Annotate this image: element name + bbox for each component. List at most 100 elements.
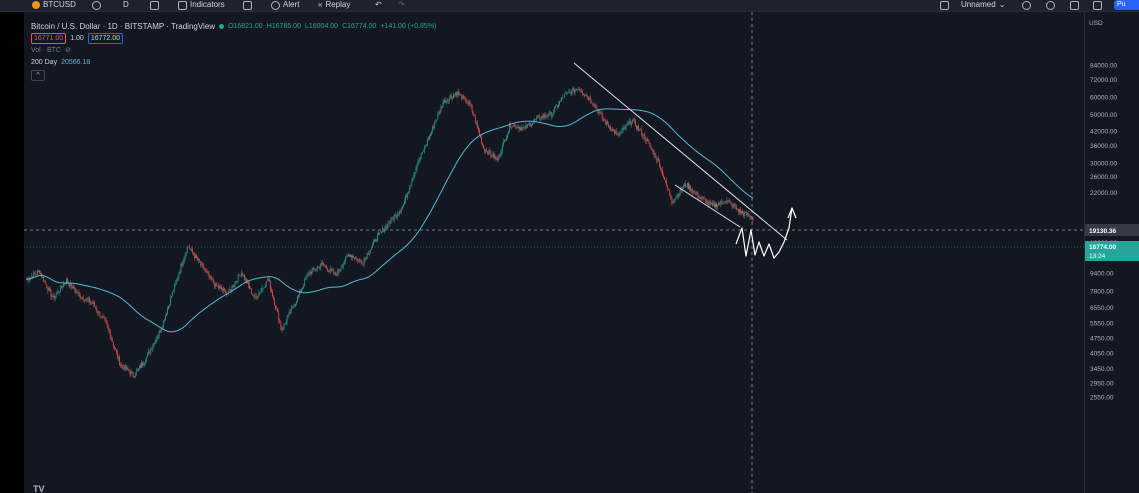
settings-button[interactable]: [1046, 0, 1055, 10]
trendline-upper[interactable]: [573, 62, 788, 241]
candle-body: [448, 97, 450, 102]
trendline-lower[interactable]: [674, 184, 741, 228]
candle-body: [362, 264, 364, 265]
candle-body: [727, 200, 729, 201]
candle-body: [298, 294, 299, 297]
candle-body: [443, 99, 445, 103]
candle-body: [458, 91, 460, 95]
search-button[interactable]: [1022, 0, 1031, 10]
compare-button[interactable]: [92, 0, 101, 10]
publish-button[interactable]: Pu: [1114, 0, 1139, 10]
candle-body: [163, 320, 165, 321]
chart-svg[interactable]: [24, 12, 1084, 493]
candle-body: [76, 290, 78, 294]
candle-body: [487, 152, 489, 155]
candle-body: [744, 212, 746, 216]
eye-off-icon[interactable]: ⊘: [64, 47, 71, 54]
candle-body: [587, 95, 588, 98]
interval-button[interactable]: D: [123, 0, 129, 10]
candle-body: [289, 312, 291, 314]
candle-body: [634, 119, 635, 121]
buy-button[interactable]: 16772.00: [87, 32, 124, 44]
chart-pane[interactable]: [24, 12, 1084, 493]
candle-body: [286, 318, 288, 323]
candle-body: [736, 209, 738, 210]
candle-body: [452, 97, 453, 98]
candle-body: [96, 308, 98, 311]
layout-button[interactable]: [940, 0, 949, 10]
candle-body: [349, 254, 350, 257]
candle-body: [473, 115, 475, 117]
price-axis[interactable]: USD 84000.00 72000.00 60000.00 50000.00 4200…: [1071, 12, 1139, 493]
candle-body: [421, 151, 423, 154]
candle-body: [631, 120, 633, 123]
candle-body: [254, 296, 256, 297]
candle-body: [275, 305, 276, 309]
candle-body: [621, 130, 623, 133]
sell-button[interactable]: 16771.00: [31, 32, 67, 44]
candle-body: [48, 287, 50, 291]
crosshair-price-tag: [1085, 224, 1139, 236]
candle-body: [142, 362, 143, 366]
candle-body: [66, 279, 67, 284]
candle-body: [729, 201, 731, 203]
candle-body: [496, 158, 498, 161]
candle-body: [460, 93, 462, 95]
ma-value: 20566.18: [61, 58, 91, 66]
chart-type-button[interactable]: [150, 0, 159, 10]
candle-body: [337, 269, 339, 276]
candle-body: [204, 269, 206, 271]
replay-button[interactable]: « Replay: [318, 0, 350, 10]
candle-body: [220, 286, 221, 288]
candle-body: [381, 231, 383, 233]
candle-body: [201, 263, 203, 266]
candle-body: [437, 114, 439, 120]
candle-body: [182, 262, 184, 266]
candle-body: [560, 100, 561, 102]
candle-body: [670, 195, 672, 199]
candle-body: [39, 270, 40, 274]
candle-body: [493, 153, 495, 159]
candle-body: [695, 191, 697, 194]
candle-body: [495, 156, 497, 159]
candle-body: [512, 126, 514, 128]
candle-body: [60, 285, 62, 288]
candle-body: [181, 264, 183, 266]
undo-button[interactable]: ↶: [375, 0, 382, 10]
candle-body: [471, 105, 473, 112]
candle-body: [453, 94, 454, 98]
candle-body: [457, 91, 458, 96]
candle-body: [394, 214, 396, 216]
candle-body: [483, 144, 484, 149]
candle-body: [144, 362, 145, 365]
candle-body: [533, 121, 534, 124]
candle-body: [209, 275, 211, 277]
alert-button[interactable]: Alert: [271, 0, 299, 10]
symbol-search-button[interactable]: BTCUSD: [32, 0, 76, 10]
candle-body: [654, 153, 656, 159]
templates-button[interactable]: [243, 0, 252, 10]
layout-name-button[interactable]: Unnamed ⌄: [961, 0, 1005, 10]
snapshot-button[interactable]: [1093, 0, 1102, 10]
candle-body: [287, 314, 289, 319]
candle-body: [528, 123, 530, 125]
fullscreen-button[interactable]: [1070, 0, 1079, 10]
indicators-button[interactable]: Indicators: [178, 0, 225, 10]
candle-body: [367, 253, 369, 255]
candle-body: [658, 161, 660, 168]
candle-body: [115, 348, 116, 350]
redo-button[interactable]: ↷: [398, 0, 405, 10]
collapse-legend-button[interactable]: ^: [31, 70, 45, 81]
candle-body: [585, 95, 586, 97]
candle-body: [446, 100, 448, 101]
freehand-projection[interactable]: [735, 207, 797, 259]
candle-body: [82, 297, 84, 301]
candle-body: [348, 254, 349, 257]
candle-body: [59, 285, 61, 292]
candle-body: [131, 371, 133, 373]
candle-body: [263, 287, 265, 289]
candle-body: [81, 297, 83, 299]
candle-body: [356, 258, 358, 259]
candle-body: [642, 135, 644, 137]
candle-body: [657, 158, 659, 162]
